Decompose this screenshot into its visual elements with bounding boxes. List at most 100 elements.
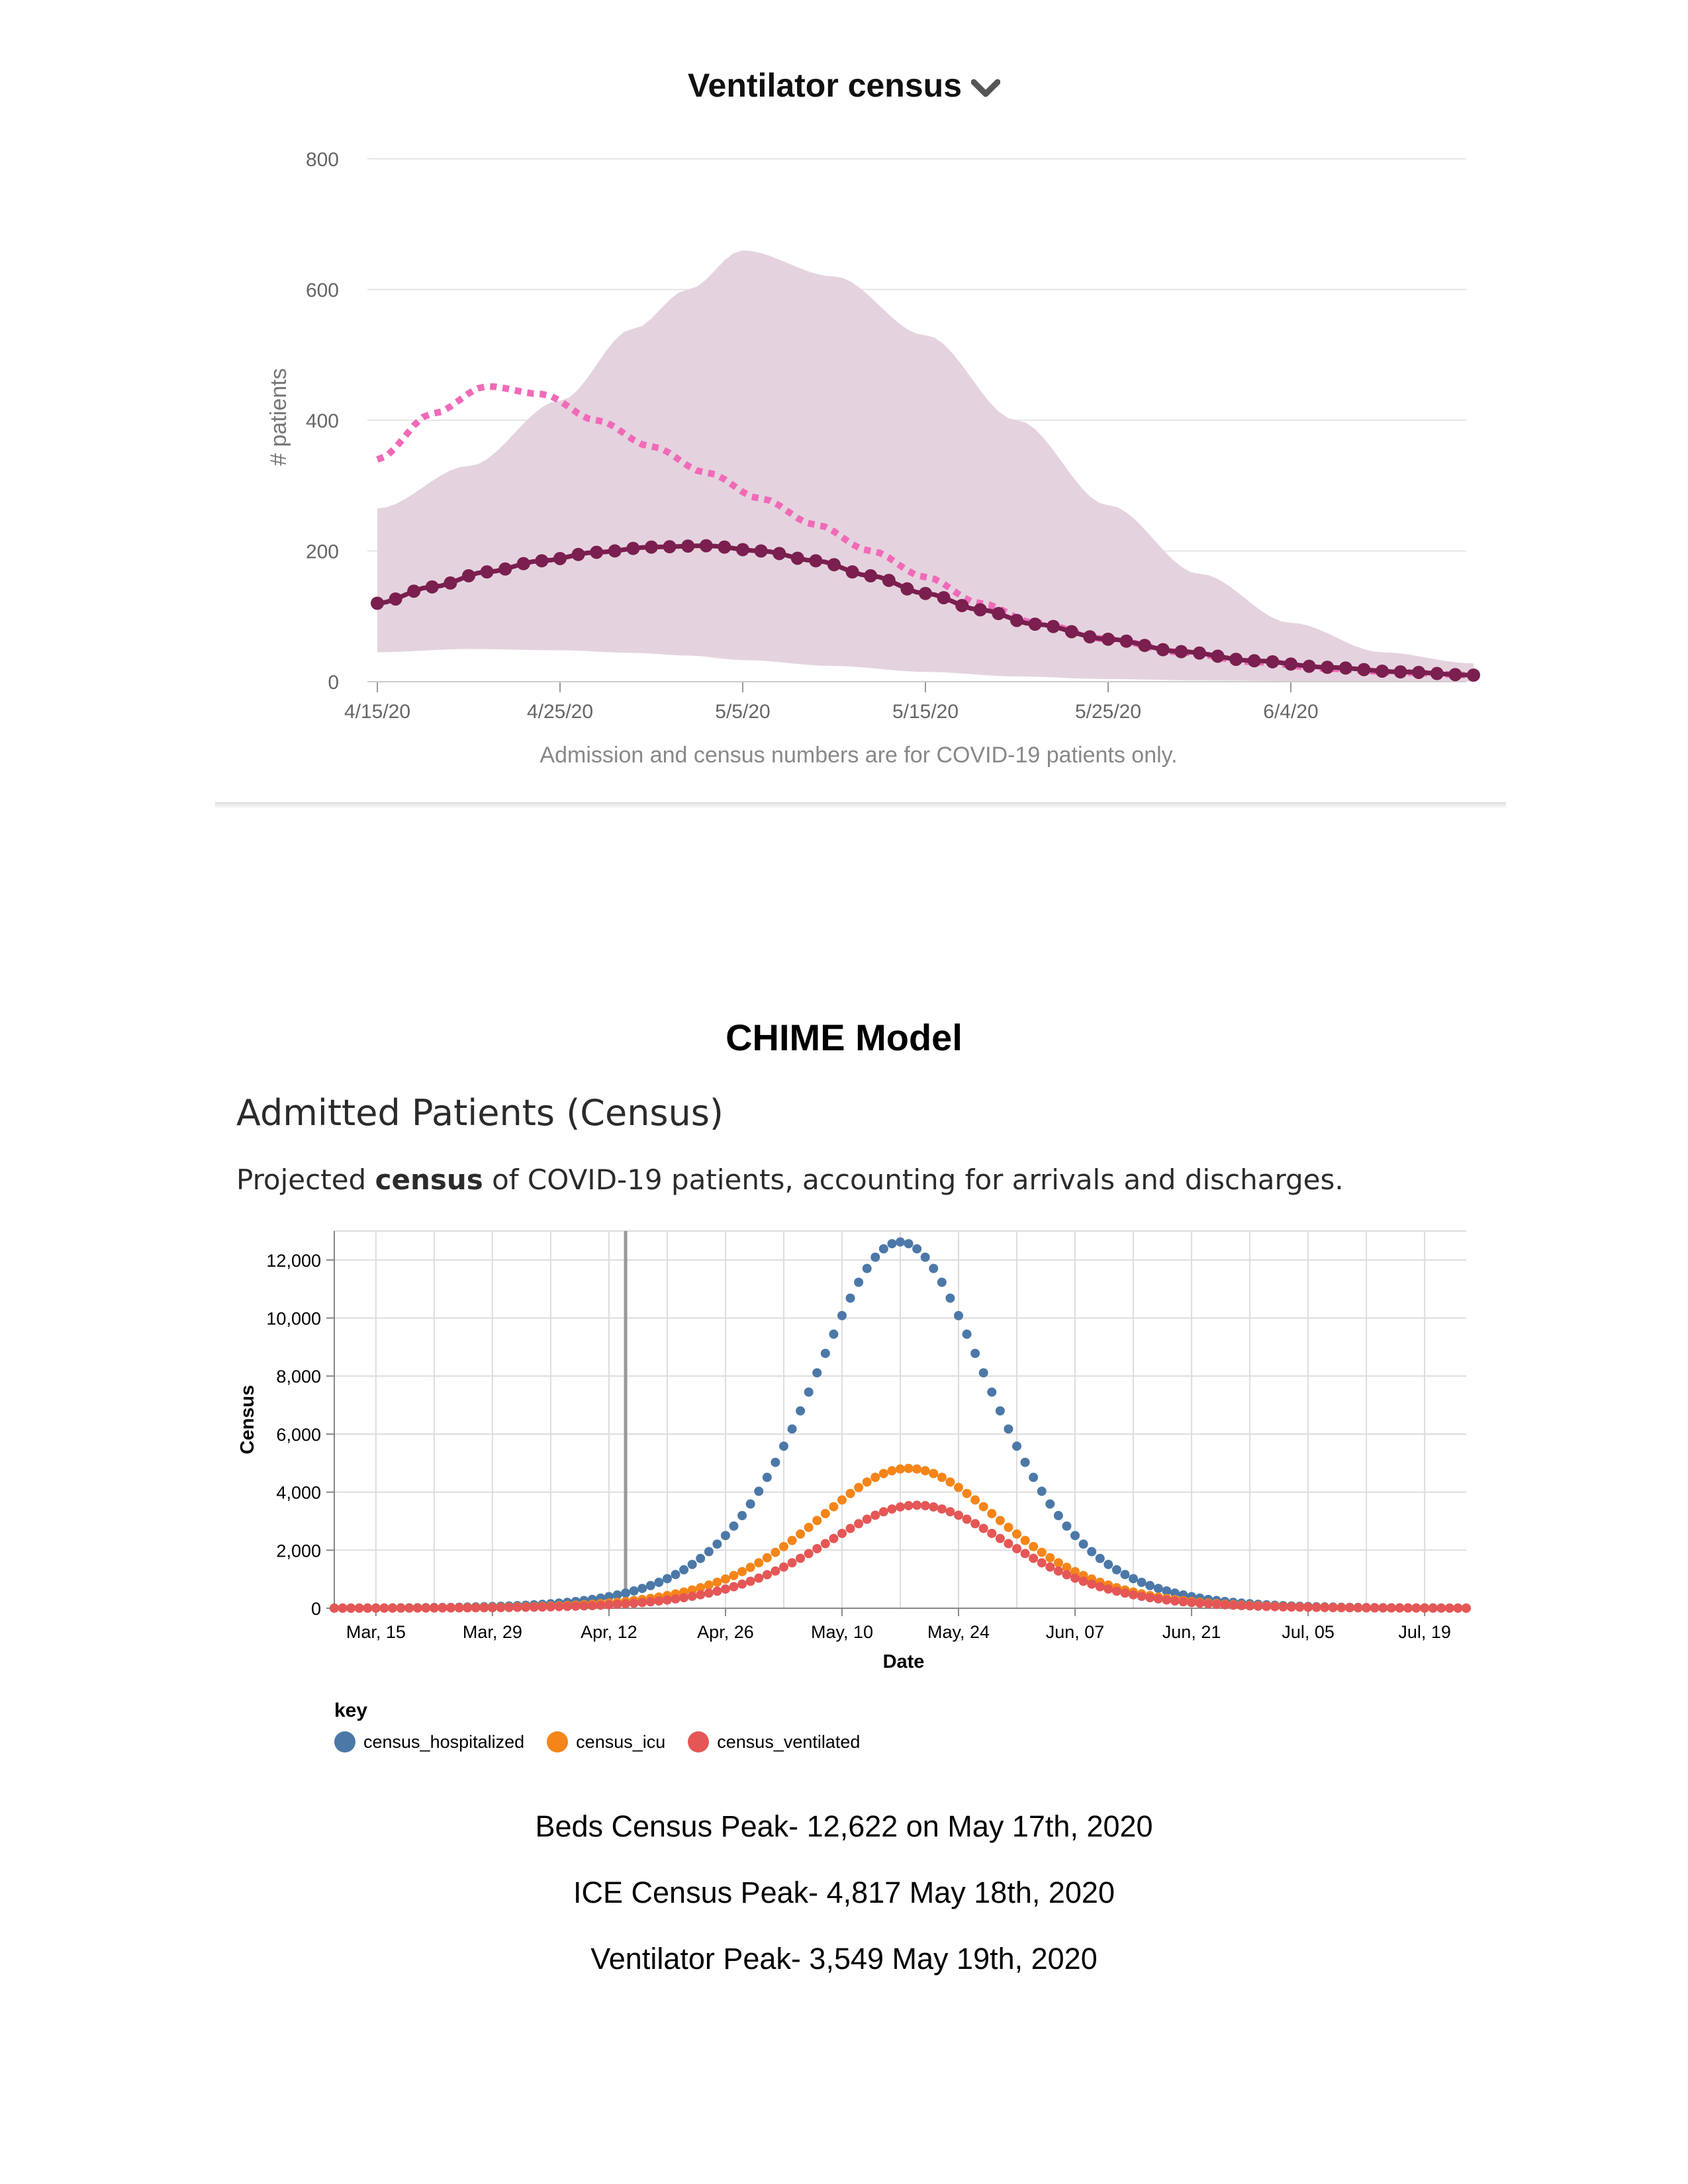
series-point-census_icu xyxy=(1045,1553,1055,1563)
series-point-census_ventilated xyxy=(671,1594,680,1604)
census-point xyxy=(1211,649,1225,663)
legend-item: census_icu xyxy=(547,1731,665,1752)
series-point-census_hospitalized xyxy=(854,1277,864,1287)
series-point-census_ventilated xyxy=(563,1602,573,1612)
series-point-census_hospitalized xyxy=(1020,1457,1030,1467)
series-point-census_ventilated xyxy=(438,1603,447,1613)
series-point-census_ventilated xyxy=(762,1570,772,1580)
series-point-census_ventilated xyxy=(696,1590,706,1600)
series-point-census_hospitalized xyxy=(1012,1441,1022,1451)
series-point-census_icu xyxy=(762,1553,772,1563)
ventilator-census-title[interactable]: Ventilator census xyxy=(0,66,1688,105)
census-point xyxy=(736,543,749,557)
section-heading: Admitted Patients (Census) xyxy=(236,1092,724,1134)
census-point xyxy=(1156,643,1170,657)
y-tick-label: 8,000 xyxy=(276,1367,321,1387)
series-point-census_ventilated xyxy=(1336,1603,1346,1613)
series-point-census_hospitalized xyxy=(1153,1584,1163,1594)
legend-label: census_ventilated xyxy=(717,1731,861,1752)
series-point-census_ventilated xyxy=(687,1592,697,1602)
census-point xyxy=(937,591,951,605)
series-point-census_ventilated xyxy=(845,1524,855,1533)
series-point-census_hospitalized xyxy=(1070,1531,1080,1541)
census-point xyxy=(1302,659,1316,673)
series-point-census_ventilated xyxy=(987,1528,997,1538)
series-point-census_icu xyxy=(929,1469,939,1479)
y-tick-label: 10,000 xyxy=(266,1309,321,1329)
census-point xyxy=(1119,634,1133,648)
series-point-census_ventilated xyxy=(679,1593,689,1603)
y-axis-label: # patients xyxy=(266,368,291,465)
x-tick-label: Mar, 29 xyxy=(463,1622,522,1642)
series-point-census_hospitalized xyxy=(912,1244,922,1253)
series-point-census_icu xyxy=(962,1488,972,1498)
series-point-census_icu xyxy=(862,1477,872,1487)
series-point-census_ventilated xyxy=(645,1597,655,1607)
series-point-census_ventilated xyxy=(1020,1549,1030,1559)
series-point-census_ventilated xyxy=(1378,1603,1388,1613)
series-point-census_ventilated xyxy=(812,1544,822,1554)
census-point xyxy=(1174,645,1188,659)
subtitle-pre: Projected xyxy=(236,1163,375,1196)
series-point-census_ventilated xyxy=(1045,1562,1055,1572)
series-point-census_ventilated xyxy=(330,1603,339,1613)
series-point-census_hospitalized xyxy=(829,1329,839,1339)
series-point-census_icu xyxy=(837,1495,847,1505)
series-point-census_ventilated xyxy=(854,1519,864,1529)
series-point-census_icu xyxy=(804,1522,814,1532)
series-point-census_icu xyxy=(1062,1563,1072,1572)
chevron-down-icon[interactable] xyxy=(971,78,1001,98)
census-point xyxy=(809,554,823,568)
census-point xyxy=(1430,666,1444,680)
series-point-census_ventilated xyxy=(862,1514,872,1524)
series-point-census_hospitalized xyxy=(945,1293,955,1303)
census-point xyxy=(1321,660,1335,674)
census-point xyxy=(480,565,494,579)
legend-label: census_icu xyxy=(576,1731,666,1752)
series-point-census_ventilated xyxy=(363,1603,373,1613)
series-point-census_hospitalized xyxy=(1037,1486,1047,1496)
census-point xyxy=(973,603,987,617)
series-point-census_ventilated xyxy=(587,1600,597,1610)
series-point-census_ventilated xyxy=(388,1603,398,1613)
series-point-census_icu xyxy=(978,1502,988,1512)
census-point xyxy=(535,554,549,568)
chime-model-title: CHIME Model xyxy=(726,1017,962,1058)
series-point-census_ventilated xyxy=(1411,1603,1421,1613)
series-point-census_hospitalized xyxy=(1087,1547,1097,1557)
x-tick-label: Jul, 05 xyxy=(1282,1622,1335,1642)
series-point-census_ventilated xyxy=(1353,1603,1363,1613)
uncertainty-band xyxy=(377,250,1474,682)
series-point-census_icu xyxy=(945,1477,955,1487)
series-point-census_icu xyxy=(820,1509,830,1519)
series-point-census_ventilated xyxy=(1004,1539,1013,1549)
series-point-census_icu xyxy=(745,1563,755,1572)
legend-title: key xyxy=(334,1700,368,1721)
census-point xyxy=(845,565,859,579)
series-point-census_ventilated xyxy=(945,1507,955,1517)
series-point-census_ventilated xyxy=(1111,1586,1121,1596)
series-point-census_ventilated xyxy=(412,1603,422,1613)
y-tick-label: 800 xyxy=(306,149,339,171)
series-point-census_ventilated xyxy=(820,1539,830,1549)
series-point-census_hospitalized xyxy=(812,1368,822,1378)
series-point-census_icu xyxy=(970,1495,980,1505)
series-point-census_ventilated xyxy=(995,1533,1005,1543)
series-point-census_hospitalized xyxy=(870,1252,880,1262)
series-point-census_hospitalized xyxy=(804,1387,814,1397)
x-tick-label: 4/15/20 xyxy=(344,701,410,723)
series-point-census_ventilated xyxy=(596,1600,606,1610)
census-point xyxy=(626,541,640,555)
series-point-census_ventilated xyxy=(754,1573,764,1583)
series-point-census_ventilated xyxy=(1203,1599,1213,1609)
series-point-census_hospitalized xyxy=(837,1310,847,1320)
legend-swatch xyxy=(547,1731,569,1752)
series-point-census_ventilated xyxy=(929,1502,939,1512)
series-point-census_icu xyxy=(754,1558,764,1568)
y-tick-label: 400 xyxy=(306,410,339,432)
y-tick-label: 4,000 xyxy=(276,1483,321,1503)
legend-item: census_hospitalized xyxy=(334,1731,524,1752)
series-point-census_ventilated xyxy=(654,1596,664,1606)
census-point xyxy=(1467,668,1480,682)
legend-label: census_hospitalized xyxy=(363,1731,525,1752)
